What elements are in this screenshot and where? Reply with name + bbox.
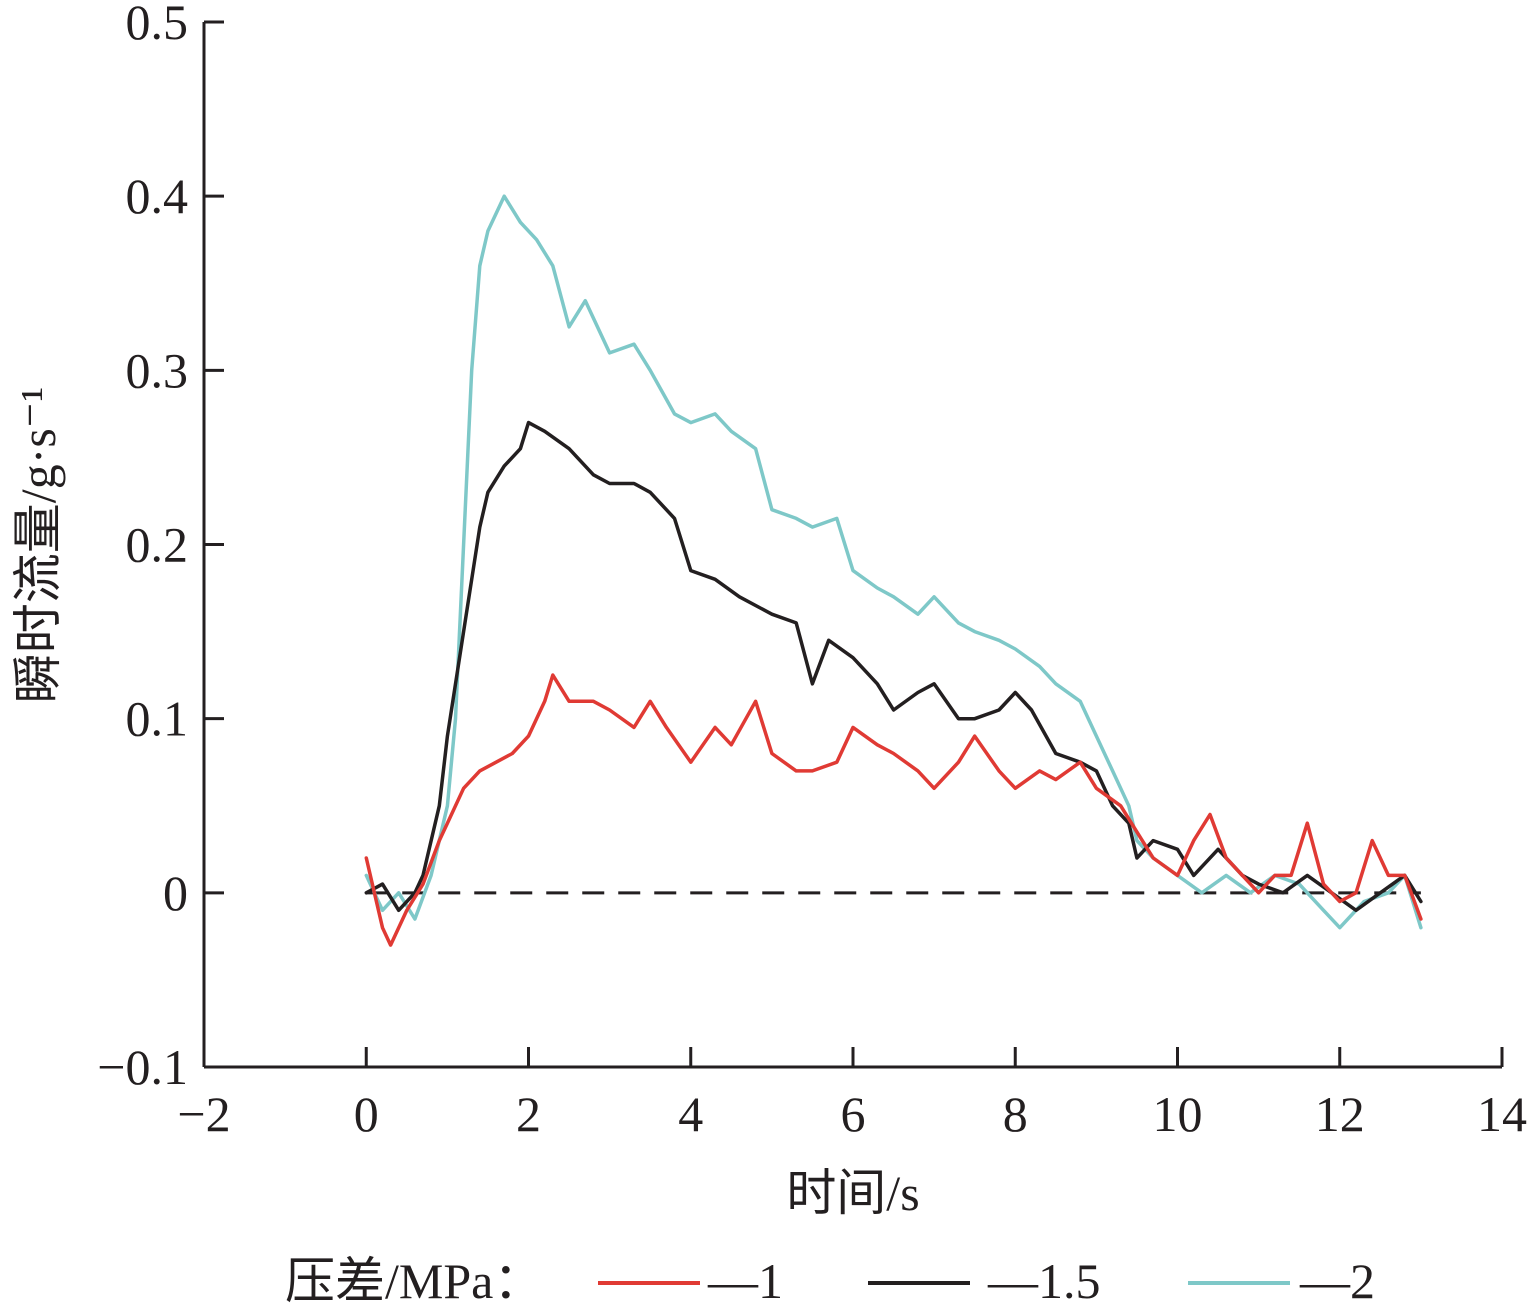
x-tick-label: 4 (678, 1086, 703, 1142)
legend-title: 压差/MPa： (285, 1253, 543, 1309)
y-tick-label: 0.4 (126, 168, 189, 224)
y-axis-label: 瞬时流量/g·s⁻¹ (10, 387, 66, 703)
legend-label-3: —2 (1299, 1253, 1375, 1309)
y-tick-label: −0.1 (97, 1039, 188, 1095)
legend-label-1: —1 (707, 1253, 783, 1309)
ticks-layer: −2 0 2 4 6 8 10 12 14 −0.1 0 0.1 0.2 0.3 0.4 0.5 (97, 0, 1527, 1142)
y-tick-label: 0.5 (126, 0, 189, 50)
x-tick-label: 2 (516, 1086, 541, 1142)
x-tick-label: 10 (1153, 1086, 1203, 1142)
series-layer (364, 194, 1423, 947)
x-tick-label: 8 (1003, 1086, 1028, 1142)
x-tick-label: 12 (1315, 1086, 1365, 1142)
x-tick-label: 14 (1477, 1086, 1527, 1142)
x-axis-label: 时间/s (786, 1165, 919, 1221)
y-tick-label: 0.2 (126, 517, 189, 573)
x-tick-label: −2 (177, 1086, 230, 1142)
x-tick-label: 0 (354, 1086, 379, 1142)
x-tick-label: 6 (841, 1086, 866, 1142)
series-line-1 (364, 673, 1423, 947)
y-tick-label: 0.3 (126, 342, 189, 398)
series-line-1.5 (364, 420, 1423, 913)
legend: 压差/MPa： —1 —1.5 —2 (285, 1253, 1375, 1309)
series-line-2 (364, 194, 1423, 930)
legend-label-2: —1.5 (987, 1253, 1101, 1309)
y-tick-label: 0.1 (126, 691, 189, 747)
y-tick-label: 0 (163, 865, 188, 921)
